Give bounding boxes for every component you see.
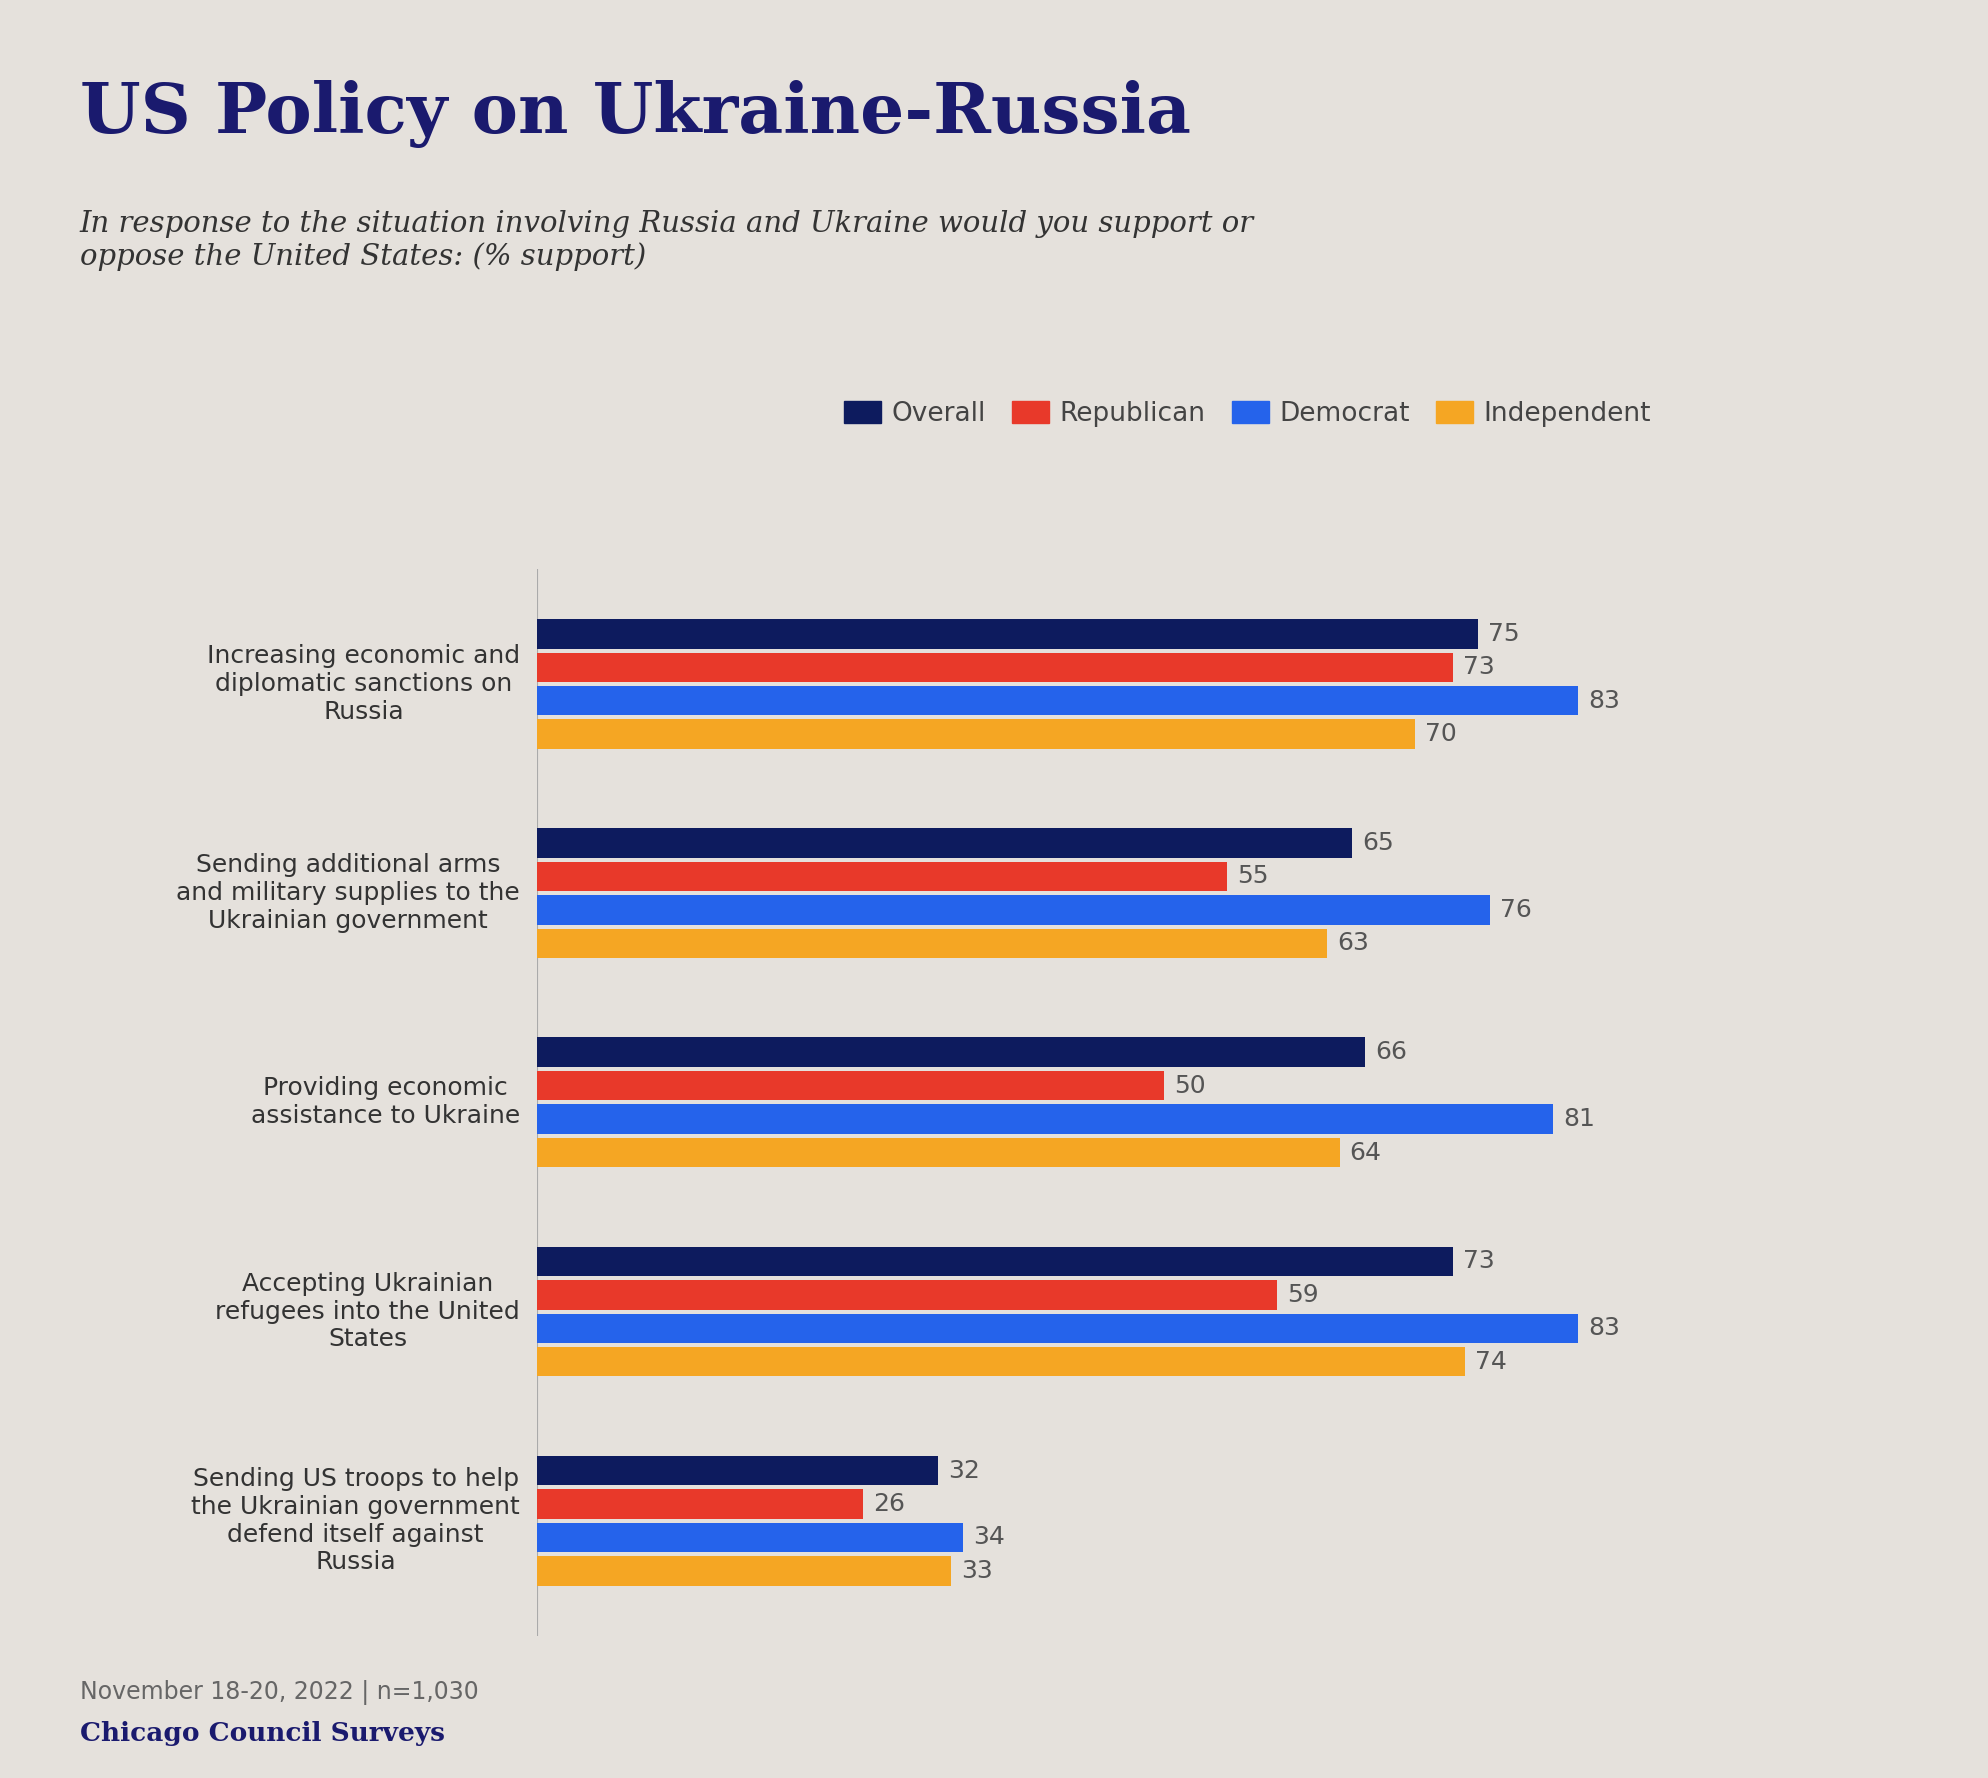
Text: 70: 70 bbox=[1425, 722, 1457, 747]
Bar bbox=[537, 1037, 1366, 1067]
Bar bbox=[537, 1246, 1453, 1277]
Text: 81: 81 bbox=[1563, 1108, 1594, 1131]
Bar bbox=[537, 1104, 1553, 1134]
Bar bbox=[537, 862, 1227, 891]
Bar bbox=[537, 894, 1491, 925]
Text: 64: 64 bbox=[1350, 1140, 1382, 1165]
Bar bbox=[537, 1490, 863, 1518]
Bar bbox=[537, 1556, 950, 1586]
Text: 63: 63 bbox=[1338, 932, 1370, 955]
Text: 83: 83 bbox=[1588, 1316, 1620, 1341]
Text: 75: 75 bbox=[1487, 622, 1519, 645]
Bar bbox=[537, 1348, 1465, 1376]
Text: 34: 34 bbox=[974, 1526, 1006, 1549]
Bar bbox=[537, 829, 1352, 857]
Text: 26: 26 bbox=[873, 1492, 905, 1517]
Bar bbox=[537, 1138, 1340, 1168]
Text: 73: 73 bbox=[1463, 656, 1495, 679]
Bar bbox=[537, 1070, 1165, 1101]
Bar bbox=[537, 720, 1415, 749]
Bar bbox=[537, 1456, 938, 1485]
Bar bbox=[537, 1522, 964, 1552]
Text: Chicago Council Surveys: Chicago Council Surveys bbox=[80, 1721, 445, 1746]
Bar bbox=[537, 1314, 1578, 1342]
Bar bbox=[537, 653, 1453, 683]
Text: 33: 33 bbox=[960, 1559, 992, 1582]
Text: 32: 32 bbox=[948, 1458, 980, 1483]
Legend: Overall, Republican, Democrat, Independent: Overall, Republican, Democrat, Independe… bbox=[833, 389, 1662, 437]
Text: 73: 73 bbox=[1463, 1250, 1495, 1273]
Text: 83: 83 bbox=[1588, 688, 1620, 713]
Bar bbox=[537, 686, 1578, 715]
Text: 59: 59 bbox=[1286, 1282, 1318, 1307]
Text: 50: 50 bbox=[1175, 1074, 1205, 1097]
Text: 76: 76 bbox=[1501, 898, 1533, 923]
Bar bbox=[537, 1280, 1276, 1310]
Text: 66: 66 bbox=[1376, 1040, 1408, 1065]
Bar bbox=[537, 928, 1328, 958]
Text: 55: 55 bbox=[1237, 864, 1268, 889]
Text: November 18-20, 2022 | n=1,030: November 18-20, 2022 | n=1,030 bbox=[80, 1680, 479, 1705]
Text: In response to the situation involving Russia and Ukraine would you support or
o: In response to the situation involving R… bbox=[80, 210, 1254, 272]
Text: 65: 65 bbox=[1362, 830, 1394, 855]
Bar bbox=[537, 619, 1477, 649]
Text: 74: 74 bbox=[1475, 1350, 1507, 1374]
Text: US Policy on Ukraine-Russia: US Policy on Ukraine-Russia bbox=[80, 80, 1191, 148]
